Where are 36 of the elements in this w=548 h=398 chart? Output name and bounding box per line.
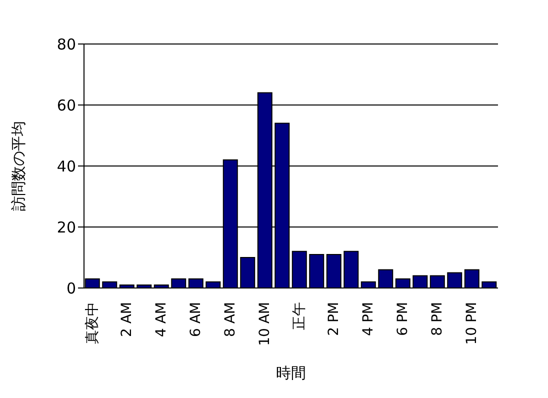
- x-tick-label: 6 PM: [395, 302, 412, 336]
- bar: [240, 257, 256, 288]
- x-tick-label: 10 PM: [464, 302, 480, 345]
- x-tick-label: 真夜中: [84, 302, 101, 344]
- bar: [344, 250, 359, 288]
- bar: [102, 281, 118, 288]
- bar: [464, 269, 480, 288]
- y-tick-label: 60: [56, 96, 76, 114]
- bar: [482, 281, 497, 288]
- y-tick-label: 0: [66, 279, 76, 298]
- bar: [412, 275, 428, 288]
- bar: [206, 281, 221, 288]
- bar: [171, 278, 186, 288]
- x-tick-label: 8 AM: [222, 302, 239, 338]
- bar: [378, 269, 394, 288]
- y-tick-label: 40: [56, 157, 76, 176]
- x-tick-label: 2 PM: [326, 302, 342, 336]
- bar: [326, 254, 342, 288]
- bar: [430, 275, 445, 288]
- bar: [395, 278, 410, 288]
- y-tick-label: 20: [56, 218, 76, 236]
- bar: [188, 278, 204, 288]
- bar: [309, 254, 324, 288]
- x-tick-label: 正午: [292, 302, 308, 330]
- bar: [447, 272, 462, 288]
- bar: [360, 281, 376, 288]
- x-axis-title: 時間: [276, 364, 306, 382]
- x-tick-label: 6 AM: [188, 302, 204, 338]
- y-tick-label: 80: [56, 35, 76, 54]
- x-tick-label: 4 AM: [154, 302, 170, 338]
- x-tick-label: 10 AM: [257, 302, 274, 346]
- x-tick-label: 2 AM: [119, 302, 136, 338]
- y-axis-title: 訪問数の平均: [9, 121, 28, 211]
- bar: [292, 250, 307, 288]
- x-tick-label: 4 PM: [360, 302, 377, 336]
- x-tick-label: 8 PM: [430, 302, 446, 336]
